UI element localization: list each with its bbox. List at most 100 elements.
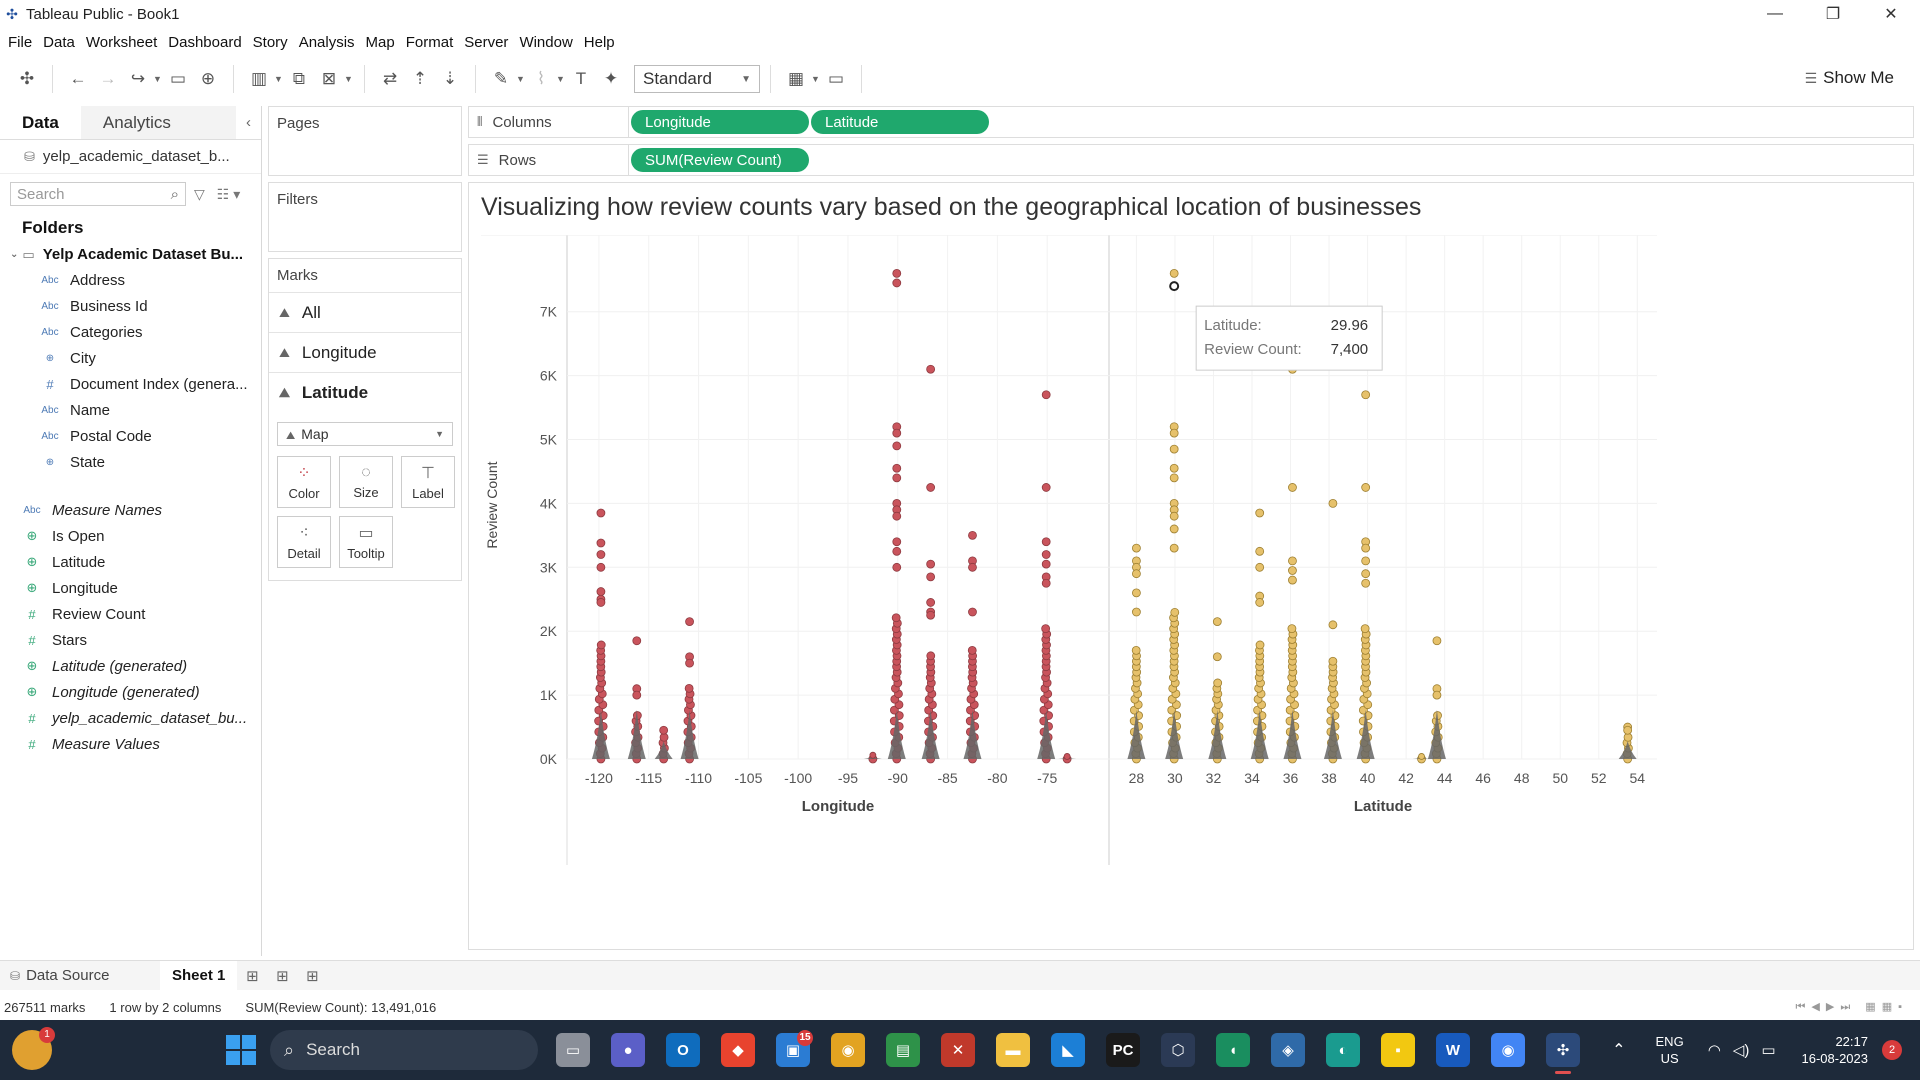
- clock[interactable]: 22:17 16-08-2023: [1802, 1033, 1869, 1067]
- menu-dashboard[interactable]: Dashboard: [168, 33, 242, 51]
- undo-icon[interactable]: ←: [69, 69, 87, 88]
- weather-icon[interactable]: 1: [12, 1027, 55, 1070]
- vscode-icon[interactable]: ◣: [1051, 1033, 1085, 1067]
- field-item[interactable]: # Measure Values: [0, 731, 261, 757]
- teams-icon[interactable]: ●: [611, 1033, 645, 1067]
- sort-descending-icon[interactable]: ⇣: [442, 69, 458, 88]
- minimize-icon[interactable]: —: [1767, 5, 1783, 22]
- field-item[interactable]: # Stars: [0, 627, 261, 653]
- field-item[interactable]: ⊕ Latitude (generated): [0, 653, 261, 679]
- chevron-down-icon[interactable]: ▼: [274, 74, 283, 84]
- menu-format[interactable]: Format: [405, 33, 454, 51]
- redo-icon[interactable]: →: [99, 69, 117, 88]
- sort-ascending-icon[interactable]: ⇡: [412, 69, 428, 88]
- menu-help[interactable]: Help: [583, 33, 615, 51]
- chevron-down-icon[interactable]: ▼: [153, 74, 162, 84]
- notification-badge[interactable]: 2: [1882, 1040, 1902, 1060]
- new-dashboard-icon[interactable]: ⊞: [276, 967, 289, 985]
- search-input[interactable]: Search ⌕: [10, 182, 186, 206]
- tooltip-button[interactable]: ▭ Tooltip: [339, 516, 393, 568]
- mark-type-dropdown[interactable]: ⛰ Map ▼: [277, 422, 453, 446]
- field-item[interactable]: ⊕ Longitude (generated): [0, 679, 261, 705]
- app-hex-icon[interactable]: ⬡: [1161, 1033, 1195, 1067]
- data-source-tab[interactable]: ⛁ Data Source: [0, 961, 160, 991]
- size-button[interactable]: ◌ Size: [339, 456, 393, 508]
- clear-sheet-icon[interactable]: ⊠: [321, 69, 337, 88]
- scatter-chart[interactable]: Review Count 0K 1K 2K 3K 4K 5K 6K 7K -120 -115 -110…: [469, 235, 1913, 935]
- marks-tab-longitude[interactable]: ⛰ Longitude: [269, 332, 461, 372]
- language-indicator[interactable]: ENG US: [1656, 1033, 1684, 1067]
- field-item[interactable]: # yelp_academic_dataset_bu...: [0, 705, 261, 731]
- label-button[interactable]: ⊤ Label: [401, 456, 455, 508]
- chrome-icon[interactable]: ◉: [831, 1033, 865, 1067]
- marks-tab-all[interactable]: ⛰ All: [269, 292, 461, 332]
- pages-card[interactable]: Pages: [268, 106, 462, 176]
- group-icon[interactable]: ⌇: [536, 69, 546, 88]
- file-explorer-icon[interactable]: ▭: [556, 1033, 590, 1067]
- app-blue-icon[interactable]: ◈: [1271, 1033, 1305, 1067]
- menu-data[interactable]: Data: [43, 33, 75, 51]
- wifi-icon[interactable]: ◠: [1707, 1042, 1721, 1059]
- field-item[interactable]: ⊕ City: [0, 345, 261, 371]
- app-red-icon[interactable]: ◆: [721, 1033, 755, 1067]
- filter-icon[interactable]: ▽: [194, 185, 205, 202]
- highlight-icon[interactable]: ✎: [493, 69, 509, 88]
- swap-icon[interactable]: ⇄: [382, 69, 398, 88]
- chrome-2-icon[interactable]: ◉: [1491, 1033, 1525, 1067]
- color-button[interactable]: ⁘ Color: [277, 456, 331, 508]
- chevron-down-icon[interactable]: ▼: [516, 74, 525, 84]
- filters-card[interactable]: Filters: [268, 182, 462, 252]
- rows-shelf[interactable]: ☰ Rows SUM(Review Count): [468, 144, 1914, 176]
- menu-server[interactable]: Server: [464, 33, 509, 51]
- field-item[interactable]: # Document Index (genera...: [0, 371, 261, 397]
- duplicate-sheet-icon[interactable]: ⧉: [292, 69, 306, 88]
- menu-worksheet[interactable]: Worksheet: [85, 33, 158, 51]
- replay-icon[interactable]: ↪: [130, 69, 146, 88]
- taskbar-search[interactable]: ⌕ Search: [270, 1030, 538, 1070]
- detail-button[interactable]: ⁖ Detail: [277, 516, 331, 568]
- data-source-item[interactable]: ⛁ yelp_academic_dataset_b...: [0, 140, 261, 174]
- field-item[interactable]: Abc Categories: [0, 319, 261, 345]
- menu-analysis[interactable]: Analysis: [298, 33, 355, 51]
- store-icon[interactable]: ▣ 15: [776, 1030, 813, 1067]
- app-x-icon[interactable]: ✕: [941, 1033, 975, 1067]
- field-item[interactable]: ⊕ State: [0, 449, 261, 475]
- field-item[interactable]: Abc Postal Code: [0, 423, 261, 449]
- folder-yelp-dataset[interactable]: ⌄ ▭ Yelp Academic Dataset Bu...: [0, 242, 261, 267]
- volume-icon[interactable]: ◁): [1732, 1042, 1750, 1059]
- pin-icon[interactable]: ✦: [603, 69, 619, 88]
- chevron-down-icon[interactable]: ▼: [811, 74, 820, 84]
- restore-icon[interactable]: ❐: [1825, 6, 1841, 23]
- pill-longitude[interactable]: Longitude: [631, 110, 809, 134]
- presentation-icon[interactable]: ▭: [827, 69, 845, 88]
- word-icon[interactable]: W: [1436, 1033, 1470, 1067]
- field-item[interactable]: Abc Address: [0, 267, 261, 293]
- fit-dropdown[interactable]: Standard ▼: [634, 65, 760, 93]
- menu-map[interactable]: Map: [365, 33, 395, 51]
- field-item[interactable]: Abc Business Id: [0, 293, 261, 319]
- new-datasource-icon[interactable]: ⊕: [200, 69, 216, 88]
- new-worksheet-icon[interactable]: ▥: [250, 69, 268, 88]
- show-me-button[interactable]: ☰ Show Me: [1805, 68, 1894, 88]
- battery-icon[interactable]: ▭: [1761, 1042, 1776, 1059]
- save-icon[interactable]: ▭: [169, 69, 187, 88]
- pill-sum-review-count[interactable]: SUM(Review Count): [631, 148, 809, 172]
- field-item[interactable]: ⊕ Is Open: [0, 523, 261, 549]
- field-item[interactable]: ⊕ Longitude: [0, 575, 261, 601]
- menu-window[interactable]: Window: [519, 33, 573, 51]
- marks-tab-latitude[interactable]: ⛰ Latitude: [269, 372, 461, 412]
- sheet1-tab[interactable]: Sheet 1: [160, 960, 238, 991]
- sticky-icon[interactable]: ▪: [1381, 1033, 1415, 1067]
- sheet-nav-icons[interactable]: ⏮◀▶⏭ ▦▦▪: [1795, 1001, 1908, 1013]
- pill-latitude[interactable]: Latitude: [811, 110, 989, 134]
- pycharm-icon[interactable]: PC: [1106, 1033, 1140, 1067]
- view-options-icon[interactable]: ☷ ▾: [216, 185, 241, 202]
- tableau-icon[interactable]: ✣: [1546, 1033, 1580, 1074]
- excel-app-icon[interactable]: ▤: [886, 1033, 920, 1067]
- field-item[interactable]: # Review Count: [0, 601, 261, 627]
- chevron-down-icon[interactable]: ▼: [556, 74, 565, 84]
- field-measure-names[interactable]: Abc Measure Names: [0, 497, 261, 523]
- show-cards-icon[interactable]: ▦: [787, 69, 805, 88]
- close-icon[interactable]: ✕: [1884, 6, 1898, 23]
- tab-data[interactable]: Data: [0, 106, 81, 139]
